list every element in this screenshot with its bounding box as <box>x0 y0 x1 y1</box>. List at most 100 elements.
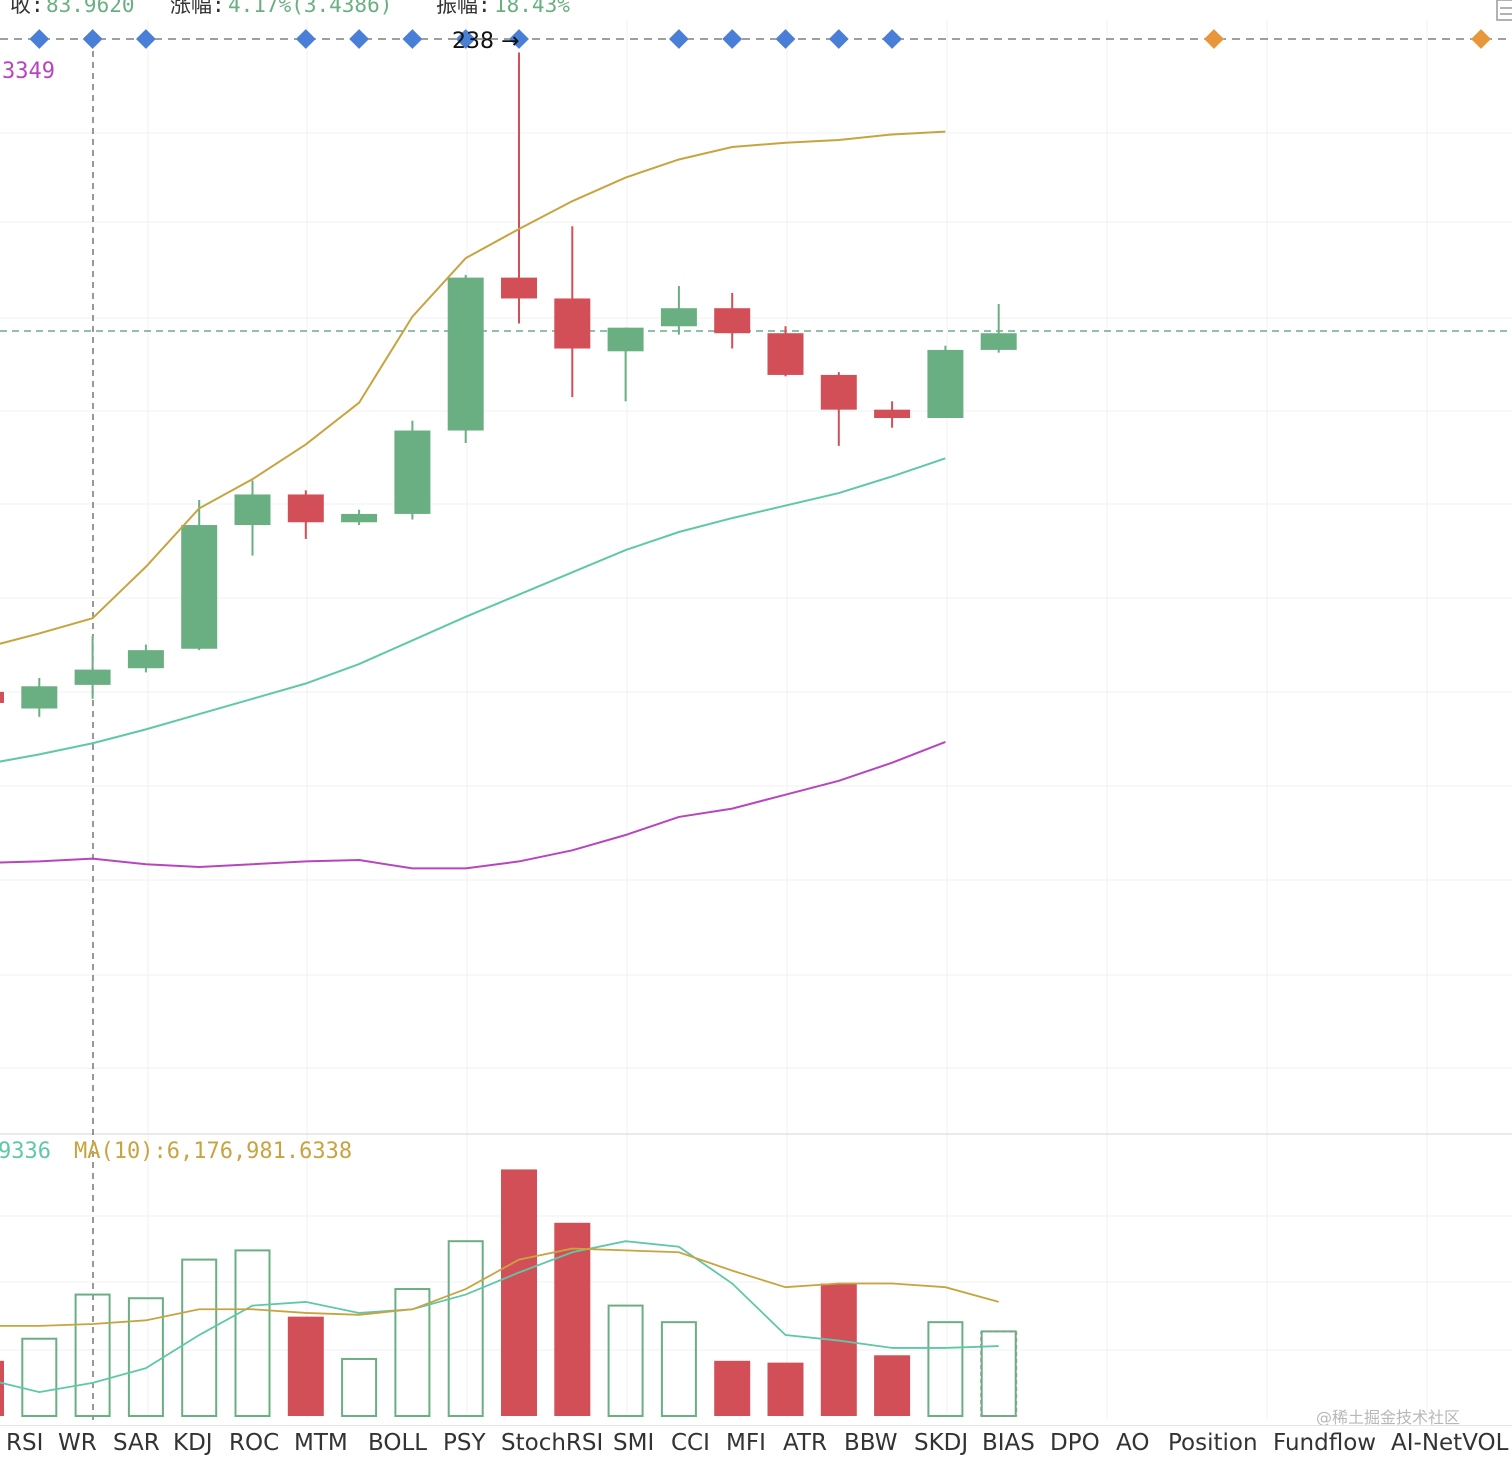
volume-bar <box>927 1321 964 1418</box>
tab-rsi[interactable]: RSI <box>6 1430 44 1456</box>
signal-marker-icon <box>136 29 156 49</box>
volume-bar <box>341 1357 378 1417</box>
tab-wr[interactable]: WR <box>58 1430 97 1456</box>
signal-marker-icon <box>82 29 103 49</box>
volume-ma-line <box>0 1240 999 1393</box>
signal-marker-icon <box>828 29 849 49</box>
header-close-label: 收: <box>10 0 44 17</box>
boll-lower-line <box>0 740 946 870</box>
volume-bar <box>0 1360 4 1416</box>
main-left-value: 3349 <box>2 59 55 84</box>
tab-atr[interactable]: ATR <box>783 1430 827 1456</box>
kline-chart[interactable]: 收: 83.9620 涨幅: 4.17%(3.4386) 振幅: 18.43% … <box>0 0 1512 1425</box>
volume-bar <box>181 1258 218 1417</box>
volume-bar <box>234 1249 271 1418</box>
marker-label: 238 → <box>452 29 519 54</box>
tab-dpo[interactable]: DPO <box>1050 1430 1100 1456</box>
indicator-tab-bar: RSI WR SAR KDJ ROC MTM BOLL PSY StochRSI SMI CCI MF… <box>0 1425 1512 1462</box>
tab-sar[interactable]: SAR <box>113 1430 160 1456</box>
signal-marker-icon <box>295 29 316 49</box>
candle-body <box>501 277 537 299</box>
tab-fundflow[interactable]: Fundflow <box>1273 1430 1377 1456</box>
tab-skdj[interactable]: SKDJ <box>914 1430 969 1456</box>
signal-marker-icon <box>722 29 743 49</box>
header-amplitude-label: 振幅: <box>436 0 491 17</box>
volume-bar <box>767 1362 804 1416</box>
candle-body <box>21 686 58 709</box>
candle-body <box>714 308 751 334</box>
signal-marker-icon <box>29 29 50 49</box>
candle-body <box>447 277 484 431</box>
chart-grid <box>0 20 1512 1418</box>
candle-body <box>234 494 271 526</box>
volume-left-value: 9336 <box>0 1139 51 1164</box>
tab-stochrsi[interactable]: StochRSI <box>501 1430 604 1456</box>
volume-bar <box>21 1337 58 1417</box>
volume-bar <box>660 1321 697 1418</box>
signal-marker-icon <box>882 29 902 49</box>
volume-ma10-label: MA(10):6,176,981.6338 <box>74 1139 352 1164</box>
candle-body <box>767 333 804 375</box>
candle-body <box>554 298 591 349</box>
tab-position[interactable]: Position <box>1168 1430 1258 1456</box>
candle-body <box>874 409 911 419</box>
candle-body <box>341 513 378 523</box>
candle-body <box>607 327 644 352</box>
chart-overlays <box>0 38 1512 1420</box>
volume-bar <box>714 1360 751 1416</box>
candle-body <box>927 349 964 419</box>
signal-marker-icon <box>402 29 423 49</box>
tab-bias[interactable]: BIAS <box>982 1430 1035 1456</box>
candlesticks <box>0 52 1017 717</box>
tab-kdj[interactable]: KDJ <box>173 1430 213 1456</box>
volume-bar <box>554 1222 591 1416</box>
tab-ai-netvol[interactable]: AI-NetVOL <box>1391 1430 1509 1456</box>
tab-psy[interactable]: PSY <box>443 1430 486 1456</box>
candle-body <box>127 650 164 669</box>
volume-bar <box>394 1288 431 1418</box>
boll-middle-line <box>0 457 946 763</box>
signal-marker-icon <box>455 29 476 49</box>
volume-live-outline <box>980 1331 1018 1417</box>
signal-marker-icon <box>669 29 689 49</box>
volume-bar <box>607 1304 644 1417</box>
candle-body <box>74 669 111 685</box>
candle-body <box>980 333 1017 350</box>
volume-panel <box>0 1169 1018 1418</box>
volume-ma10-line <box>0 1247 999 1327</box>
signal-marker-icon <box>1204 29 1224 49</box>
candle-body <box>181 525 218 649</box>
candle-body <box>0 691 4 703</box>
volume-bar <box>820 1283 857 1416</box>
candle-body <box>287 494 324 523</box>
volume-bar <box>447 1240 484 1417</box>
volume-bar <box>127 1297 164 1417</box>
volume-bar <box>874 1355 911 1416</box>
tab-mtm[interactable]: MTM <box>294 1430 348 1456</box>
boll-lines <box>0 130 946 870</box>
tab-bbw[interactable]: BBW <box>844 1430 898 1456</box>
tab-boll[interactable]: BOLL <box>368 1430 428 1456</box>
signal-marker-icon <box>775 29 796 49</box>
chart-labels: 收: 83.9620 涨幅: 4.17%(3.4386) 振幅: 18.43% … <box>0 0 570 1164</box>
header-change-value: 4.17%(3.4386) <box>228 0 392 17</box>
candle-body <box>820 374 857 410</box>
volume-bar <box>287 1316 324 1416</box>
panel-toggle-icon[interactable] <box>1496 0 1512 21</box>
candle-body <box>660 308 697 327</box>
tab-ao[interactable]: AO <box>1116 1430 1150 1456</box>
header-change-label: 涨幅: <box>170 0 225 17</box>
signal-marker-icon <box>349 29 369 49</box>
boll-upper-line <box>0 130 946 645</box>
signal-marker-icon <box>1471 29 1491 49</box>
volume-bar <box>501 1169 537 1416</box>
tab-cci[interactable]: CCI <box>671 1430 710 1456</box>
header-amplitude-value: 18.43% <box>494 0 570 17</box>
candle-body <box>394 430 431 514</box>
tab-smi[interactable]: SMI <box>613 1430 655 1456</box>
volume-bar <box>980 1330 1017 1417</box>
tab-mfi[interactable]: MFI <box>726 1430 766 1456</box>
tab-roc[interactable]: ROC <box>229 1430 280 1456</box>
header-close-value: 83.9620 <box>46 0 135 17</box>
volume-bar <box>74 1293 111 1418</box>
